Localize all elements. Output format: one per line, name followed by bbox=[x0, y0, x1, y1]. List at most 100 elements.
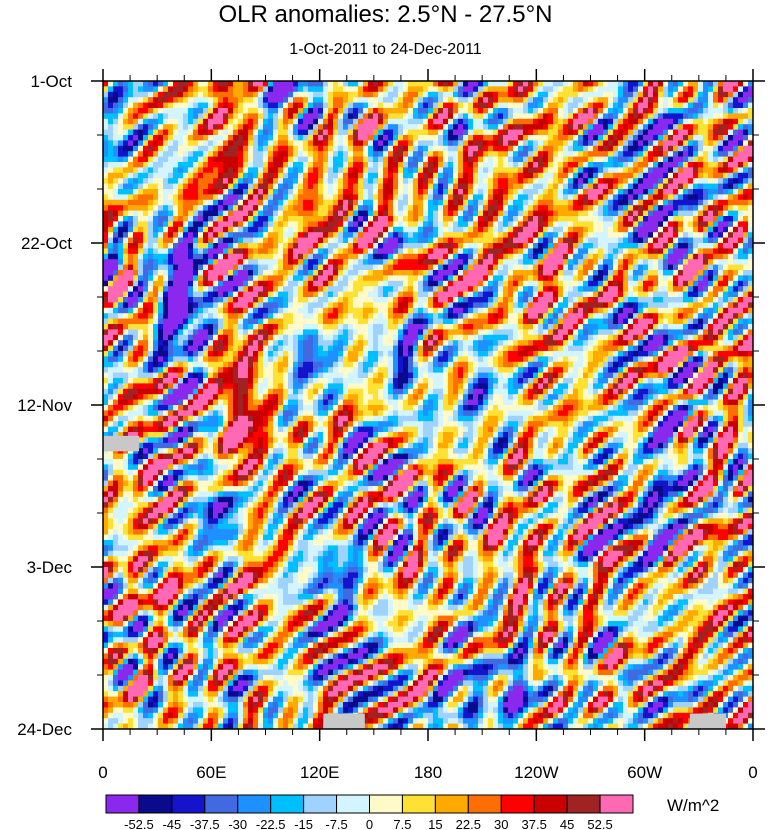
field-cell bbox=[118, 146, 123, 152]
field-cell bbox=[338, 113, 343, 119]
field-cell bbox=[293, 81, 298, 87]
field-cell bbox=[628, 130, 633, 136]
field-cell bbox=[248, 92, 253, 98]
field-cell bbox=[743, 157, 748, 163]
field-cell bbox=[388, 162, 393, 168]
field-cell bbox=[438, 92, 443, 98]
field-cell bbox=[298, 157, 303, 163]
field-cell bbox=[148, 97, 153, 103]
field-cell bbox=[438, 146, 443, 152]
field-cell bbox=[743, 151, 748, 157]
field-cell bbox=[438, 97, 443, 103]
field-cell bbox=[223, 92, 228, 98]
field-cell bbox=[733, 86, 738, 92]
field-cell bbox=[213, 119, 218, 125]
field-cell bbox=[713, 81, 718, 87]
field-cell bbox=[613, 140, 618, 146]
field-cell bbox=[103, 130, 108, 136]
field-cell bbox=[683, 167, 688, 173]
field-cell bbox=[723, 108, 728, 114]
field-cell bbox=[408, 103, 413, 109]
field-cell bbox=[593, 92, 598, 98]
field-cell bbox=[388, 119, 393, 125]
field-cell bbox=[483, 146, 488, 152]
field-cell bbox=[133, 119, 138, 125]
field-cell bbox=[278, 97, 283, 103]
field-cell bbox=[613, 86, 618, 92]
field-cell bbox=[148, 108, 153, 114]
field-cell bbox=[733, 130, 738, 136]
field-cell bbox=[543, 167, 548, 173]
field-cell bbox=[588, 124, 593, 130]
field-cell bbox=[323, 124, 328, 130]
field-cell bbox=[378, 162, 383, 168]
field-cell bbox=[433, 86, 438, 92]
field-cell bbox=[148, 162, 153, 168]
field-cell bbox=[733, 81, 738, 87]
field-cell bbox=[168, 135, 173, 141]
field-cell bbox=[183, 167, 188, 173]
field-cell bbox=[723, 119, 728, 125]
field-cell bbox=[473, 130, 478, 136]
field-cell bbox=[568, 108, 573, 114]
field-cell bbox=[228, 124, 233, 130]
field-cell bbox=[133, 81, 138, 87]
field-cell bbox=[128, 151, 133, 157]
field-cell bbox=[563, 108, 568, 114]
field-cell bbox=[738, 157, 743, 163]
field-cell bbox=[648, 81, 653, 87]
field-cell bbox=[198, 130, 203, 136]
field-cell bbox=[508, 162, 513, 168]
field-cell bbox=[633, 119, 638, 125]
field-cell bbox=[538, 173, 543, 179]
field-cell bbox=[673, 167, 678, 173]
field-cell bbox=[198, 167, 203, 173]
field-cell bbox=[253, 135, 258, 141]
field-cell bbox=[253, 162, 258, 168]
field-cell bbox=[433, 81, 438, 87]
field-cell bbox=[568, 167, 573, 173]
field-cell bbox=[623, 113, 628, 119]
field-cell bbox=[178, 157, 183, 163]
field-cell bbox=[238, 146, 243, 152]
field-cell bbox=[503, 162, 508, 168]
field-cell bbox=[483, 130, 488, 136]
field-cell bbox=[228, 108, 233, 114]
field-cell bbox=[143, 86, 148, 92]
field-cell bbox=[658, 130, 663, 136]
field-cell bbox=[388, 113, 393, 119]
field-cell bbox=[368, 113, 373, 119]
field-cell bbox=[248, 103, 253, 109]
field-cell bbox=[623, 167, 628, 173]
field-cell bbox=[123, 113, 128, 119]
field-cell bbox=[563, 162, 568, 168]
field-cell bbox=[633, 167, 638, 173]
field-cell bbox=[428, 113, 433, 119]
field-cell bbox=[188, 162, 193, 168]
field-cell bbox=[578, 124, 583, 130]
field-cell bbox=[418, 103, 423, 109]
field-cell bbox=[113, 92, 118, 98]
field-cell bbox=[703, 157, 708, 163]
field-cell bbox=[443, 92, 448, 98]
field-cell bbox=[493, 173, 498, 179]
field-cell bbox=[283, 86, 288, 92]
field-cell bbox=[578, 81, 583, 87]
field-cell bbox=[623, 173, 628, 179]
field-cell bbox=[488, 167, 493, 173]
field-cell bbox=[713, 135, 718, 141]
field-cell bbox=[718, 92, 723, 98]
field-cell bbox=[528, 146, 533, 152]
field-cell bbox=[293, 135, 298, 141]
field-cell bbox=[578, 167, 583, 173]
field-cell bbox=[338, 130, 343, 136]
field-cell bbox=[133, 157, 138, 163]
field-cell bbox=[668, 108, 673, 114]
field-cell bbox=[173, 92, 178, 98]
field-cell bbox=[343, 81, 348, 87]
field-cell bbox=[588, 146, 593, 152]
field-cell bbox=[413, 119, 418, 125]
field-cell bbox=[278, 173, 283, 179]
field-cell bbox=[438, 81, 443, 87]
field-cell bbox=[313, 92, 318, 98]
